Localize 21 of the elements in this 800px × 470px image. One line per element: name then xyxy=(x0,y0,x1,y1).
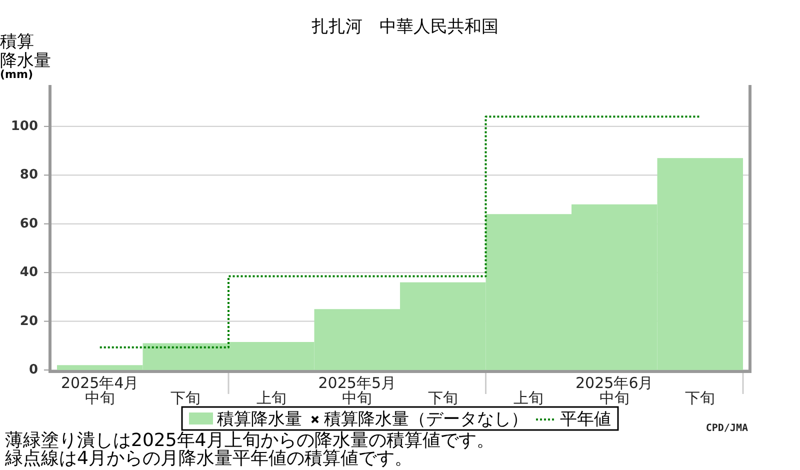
x-tick-label: 下旬 xyxy=(428,389,458,407)
legend-label: 積算降水量 xyxy=(217,410,302,430)
x-tick-label: 2025年5月中旬 xyxy=(318,374,396,407)
x-tick-label: 2025年6月中旬 xyxy=(576,374,654,407)
legend-label: 積算降水量（データなし） xyxy=(324,410,528,430)
y-tick-label: 100 xyxy=(10,118,38,134)
text: 緑点線は4月からの月降水量平年値の積算値です。 xyxy=(4,448,412,469)
x-tick-label: 上旬 xyxy=(256,389,286,407)
y-tick-label: 60 xyxy=(20,216,38,232)
x-tick-label: 下旬 xyxy=(170,389,201,407)
x-tick-label: 2025年4月中旬 xyxy=(61,374,139,407)
legend-label: 平年値 xyxy=(560,410,611,430)
x-tick-label: 下旬 xyxy=(685,389,716,407)
x-tick-label: 上旬 xyxy=(514,389,544,407)
y-tick-label: 80 xyxy=(20,168,38,183)
y-tick-label: 20 xyxy=(20,314,38,329)
y-tick-label: 0 xyxy=(28,362,38,378)
y-tick-label: 40 xyxy=(20,265,38,280)
chart-title: 扎扎河 中華人民共和国 xyxy=(312,17,498,37)
text: CPD/JMA xyxy=(706,423,748,434)
y-axis-title: 積算降水量(mm) xyxy=(0,32,51,81)
